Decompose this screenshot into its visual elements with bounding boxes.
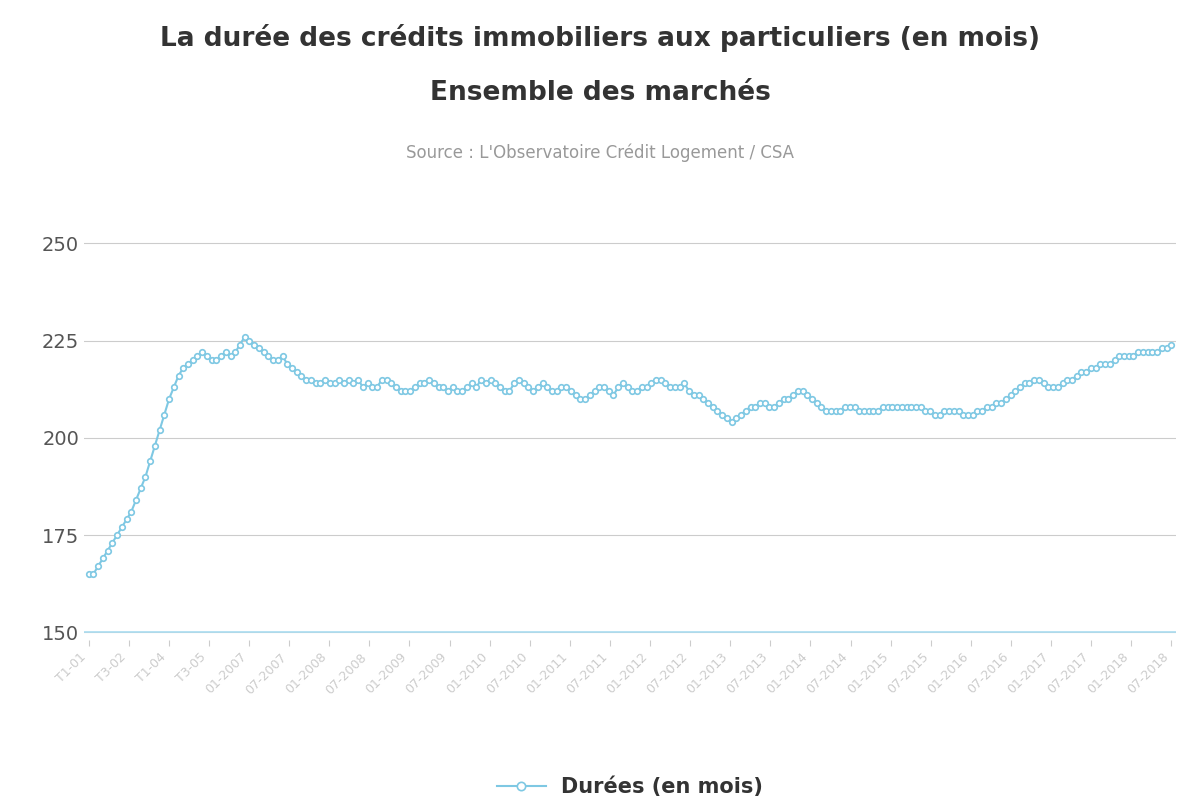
Text: La durée des crédits immobiliers aux particuliers (en mois): La durée des crédits immobiliers aux par… <box>160 24 1040 52</box>
Text: Source : L'Observatoire Crédit Logement / CSA: Source : L'Observatoire Crédit Logement … <box>406 144 794 162</box>
Text: Ensemble des marchés: Ensemble des marchés <box>430 80 770 106</box>
Legend: Durées (en mois): Durées (en mois) <box>490 769 770 800</box>
